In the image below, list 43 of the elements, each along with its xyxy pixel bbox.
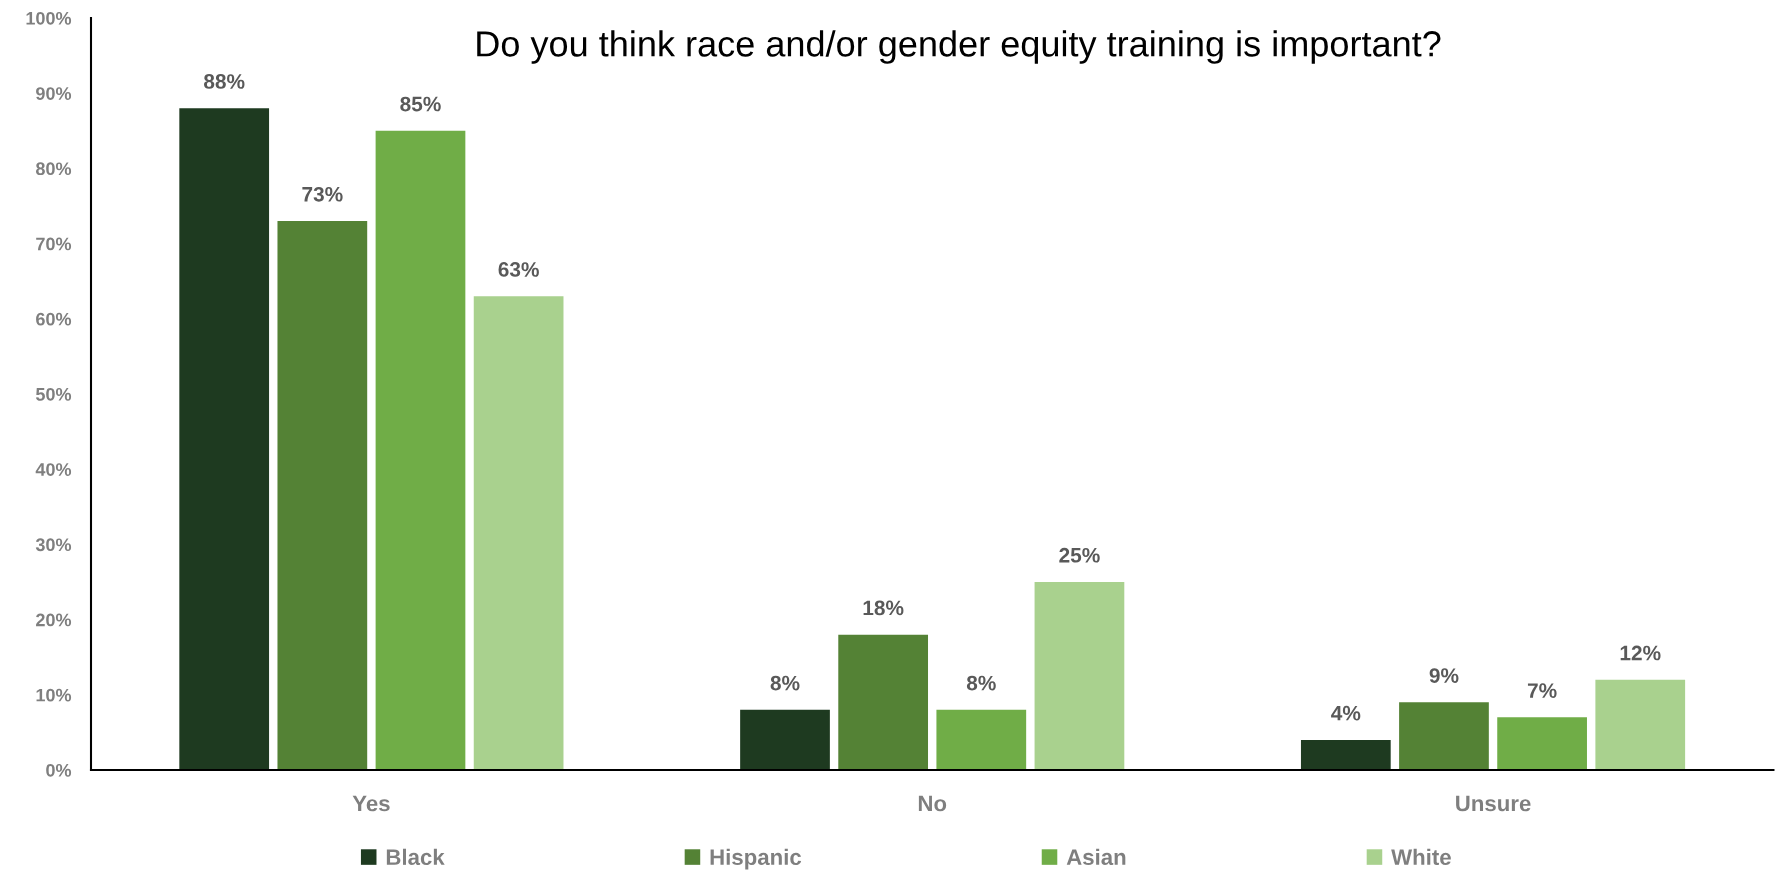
bar	[473, 296, 564, 770]
x-tick-label: Yes	[352, 795, 390, 812]
bar	[1399, 702, 1489, 770]
data-label: 9%	[1429, 668, 1459, 683]
bar	[375, 130, 466, 770]
y-tick-label: 30%	[35, 538, 72, 552]
data-label: 12%	[1620, 645, 1661, 661]
y-tick-label: 20%	[36, 613, 72, 627]
data-label: 7%	[1527, 683, 1557, 698]
data-label: 8%	[770, 675, 800, 691]
bar	[1595, 679, 1686, 770]
y-tick-label: 0%	[46, 763, 72, 777]
y-tick-label: 70%	[36, 237, 72, 251]
bar	[179, 108, 270, 770]
bar	[277, 221, 368, 770]
bar	[740, 709, 830, 770]
y-tick-label: 50%	[35, 387, 72, 401]
data-label: 63%	[498, 262, 539, 277]
bar	[838, 634, 929, 770]
legend-label: Black	[386, 848, 445, 866]
bar	[1300, 739, 1391, 770]
legend-label: Asian	[1066, 848, 1126, 866]
y-tick-label: 90%	[36, 87, 72, 100]
y-tick-label: 60%	[36, 312, 72, 326]
y-tick-label: 10%	[36, 688, 72, 702]
bar	[936, 709, 1027, 770]
data-label: 4%	[1331, 705, 1361, 721]
data-label: 88%	[204, 74, 245, 89]
data-label: 85%	[400, 96, 441, 112]
x-tick-label: Unsure	[1456, 795, 1531, 812]
y-tick-label: 100%	[26, 11, 72, 25]
bar	[1034, 582, 1125, 770]
data-label: 8%	[966, 675, 996, 691]
y-tick-label: 40%	[35, 463, 72, 476]
bar	[1497, 717, 1587, 770]
legend-label: White	[1391, 848, 1451, 866]
chart-title: Do you think race and/or gender equity training is important?	[477, 30, 1441, 64]
y-tick-label: 80%	[35, 162, 72, 176]
legend-label: Hispanic	[710, 848, 802, 870]
x-tick-label: No	[918, 795, 947, 812]
data-label: 18%	[863, 600, 904, 616]
data-label: 73%	[302, 186, 343, 202]
data-label: 25%	[1059, 547, 1100, 563]
